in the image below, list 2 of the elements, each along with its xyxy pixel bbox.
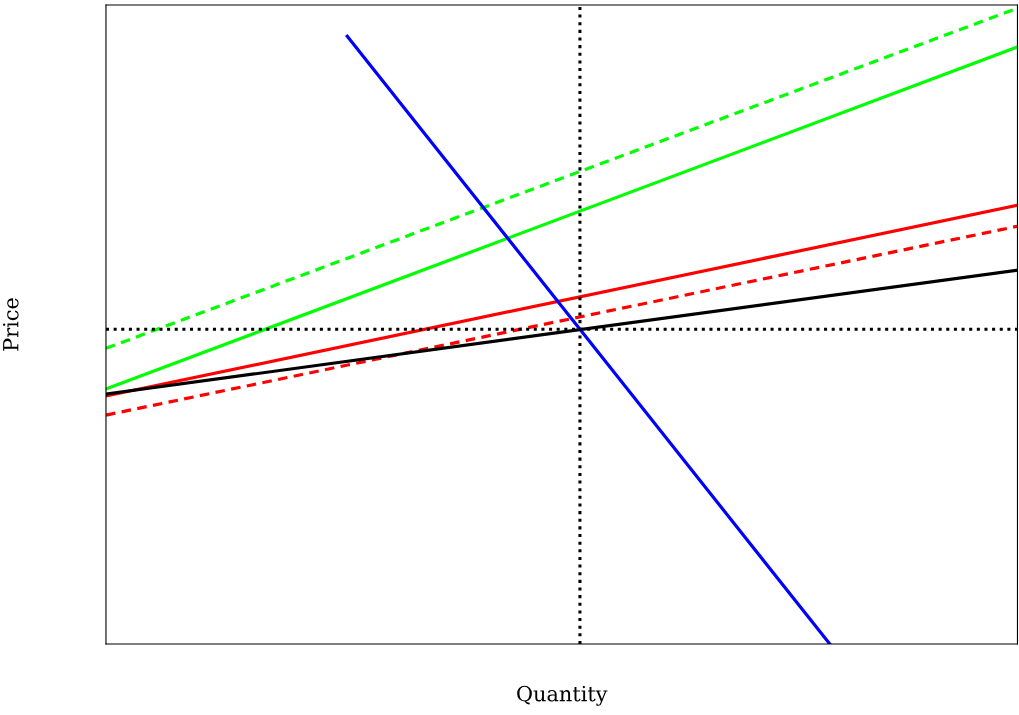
x-axis-title: Quantity <box>517 685 608 706</box>
y-axis-title: Price <box>2 298 19 351</box>
